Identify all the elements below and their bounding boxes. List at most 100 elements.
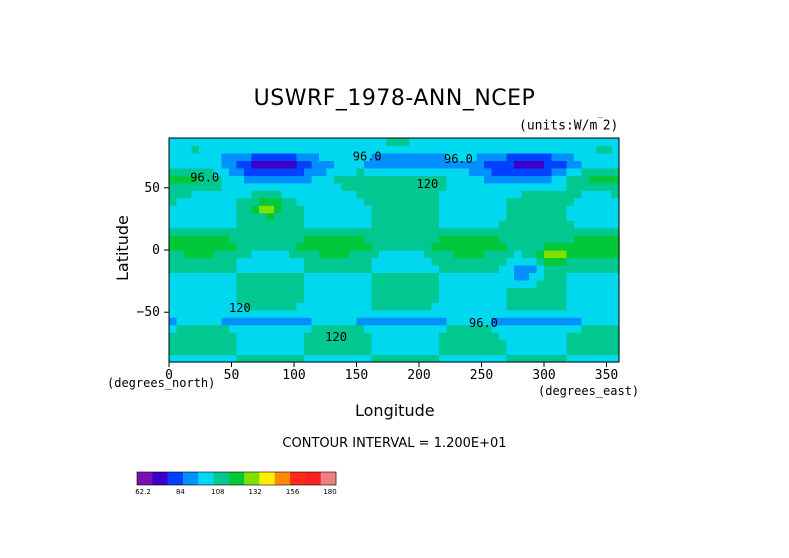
field-cell — [559, 264, 568, 273]
field-cell — [484, 317, 493, 326]
field-cell — [176, 287, 185, 296]
colorbar-swatch — [274, 472, 291, 485]
field-cell — [521, 205, 530, 214]
field-cell — [401, 175, 410, 184]
field-cell — [469, 272, 478, 281]
field-cell — [416, 250, 425, 259]
field-cell — [416, 279, 425, 288]
field-cell — [266, 190, 275, 199]
field-cell — [371, 279, 380, 288]
field-cell — [431, 324, 440, 333]
field-cell — [566, 309, 575, 318]
colorbar-swatch — [213, 472, 230, 485]
field-cell — [184, 212, 193, 221]
field-cell — [521, 257, 530, 266]
field-cell — [304, 354, 313, 363]
field-cell — [439, 324, 448, 333]
field-cell — [499, 235, 508, 244]
field-cell — [506, 138, 515, 147]
field-cell — [431, 332, 440, 341]
field-cell — [596, 317, 605, 326]
field-cell — [589, 220, 598, 229]
field-cell — [424, 317, 433, 326]
field-cell — [311, 205, 320, 214]
field-cell — [559, 182, 568, 191]
field-cell — [326, 242, 335, 251]
field-cell — [461, 272, 470, 281]
field-cell — [341, 354, 350, 363]
field-cell — [371, 309, 380, 318]
field-cell — [506, 272, 515, 281]
field-cell — [281, 287, 290, 296]
field-cell — [191, 287, 200, 296]
field-cell — [521, 175, 530, 184]
field-cell — [424, 257, 433, 266]
field-cell — [454, 257, 463, 266]
field-cell — [199, 190, 208, 199]
field-cell — [596, 250, 605, 259]
x-axis-label: Longitude — [355, 401, 435, 420]
x-tick-label: 200 — [407, 368, 430, 383]
field-cell — [551, 220, 560, 229]
field-cell — [424, 242, 433, 251]
field-cell — [454, 138, 463, 147]
field-cell — [401, 287, 410, 296]
field-cell — [289, 197, 298, 206]
field-cell — [514, 227, 523, 236]
field-cell — [581, 167, 590, 176]
field-cell — [469, 294, 478, 303]
field-cell — [566, 160, 575, 169]
field-cell — [296, 302, 305, 311]
field-cell — [326, 272, 335, 281]
field-cell — [236, 138, 245, 147]
field-cell — [341, 167, 350, 176]
field-cell — [289, 332, 298, 341]
field-cell — [176, 242, 185, 251]
field-cell — [191, 354, 200, 363]
field-cell — [514, 287, 523, 296]
colorbar-swatch — [228, 472, 245, 485]
field-cell — [416, 294, 425, 303]
field-cell — [184, 302, 193, 311]
field-cell — [401, 250, 410, 259]
y-units-label: (degrees_north) — [107, 376, 216, 390]
field-cell — [326, 235, 335, 244]
field-cell — [169, 152, 178, 161]
field-cell — [566, 197, 575, 206]
field-cell — [334, 324, 343, 333]
field-cell — [311, 220, 320, 229]
field-cell — [214, 309, 223, 318]
field-cell — [611, 264, 620, 273]
field-cell — [499, 175, 508, 184]
field-cell — [311, 242, 320, 251]
field-cell — [244, 235, 253, 244]
field-cell — [379, 138, 388, 147]
field-cell — [176, 227, 185, 236]
field-cell — [214, 227, 223, 236]
field-cell — [221, 339, 230, 348]
field-cell — [244, 182, 253, 191]
field-cell — [319, 205, 328, 214]
field-cell — [206, 167, 215, 176]
field-cell — [386, 287, 395, 296]
field-cell — [559, 212, 568, 221]
field-cell — [476, 302, 485, 311]
field-cell — [401, 354, 410, 363]
field-cell — [431, 167, 440, 176]
field-cell — [446, 182, 455, 191]
field-cell — [431, 190, 440, 199]
field-cell — [274, 138, 283, 147]
field-cell — [319, 332, 328, 341]
field-cell — [506, 220, 515, 229]
field-cell — [574, 205, 583, 214]
field-cell — [514, 339, 523, 348]
field-cell — [446, 167, 455, 176]
field-cell — [611, 272, 620, 281]
field-cell — [611, 227, 620, 236]
field-cell — [341, 227, 350, 236]
field-cell — [476, 212, 485, 221]
field-cell — [566, 242, 575, 251]
field-cell — [589, 332, 598, 341]
contour-label: 96.0 — [190, 171, 219, 185]
field-cell — [221, 190, 230, 199]
